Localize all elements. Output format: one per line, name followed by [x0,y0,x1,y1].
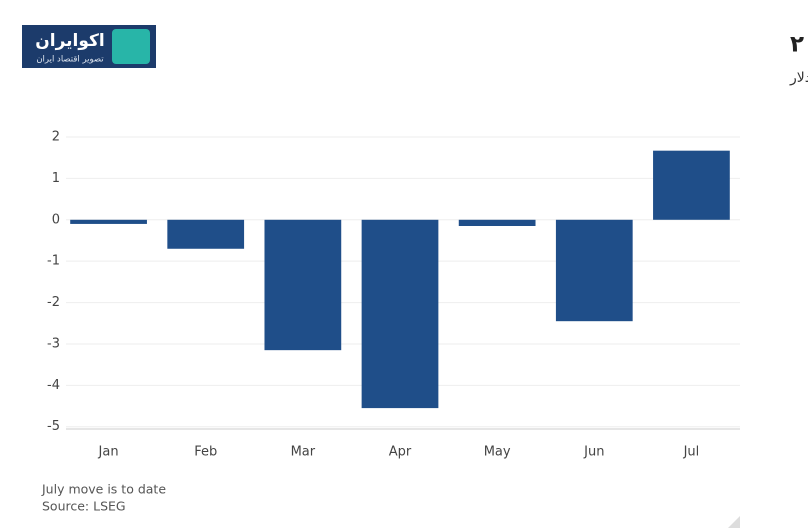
bar [555,219,633,322]
bar [361,219,439,409]
source: Source: LSEG [42,499,126,514]
x-tick-label: Apr [389,445,412,460]
y-tick-label: -2 [47,295,60,310]
y-tick-label: 0 [52,212,60,227]
chart-subtitle: تغییرات ماهانه شاخص دلار [789,70,808,86]
logo-name: اکوایران [35,31,105,51]
x-tick-label: Jul [683,445,700,460]
bar [458,219,536,226]
bar [264,219,342,351]
x-tick-label: May [484,445,511,460]
y-tick-label: -3 [47,336,60,351]
x-tick-label: Jun [583,445,604,460]
chart-title: دلار آمریکا در مسیر اولین افزایش ماهانه … [790,29,808,58]
x-tick-label: Mar [291,445,316,460]
bar [653,150,730,220]
note: July move is to date [41,482,166,497]
logo-tagline: تصویر اقتصاد ایران [36,55,104,65]
logo-icon [112,29,150,64]
corner-decoration [728,516,740,528]
bar [167,219,245,249]
y-tick-label: 2 [52,130,60,145]
bar [70,219,147,224]
y-tick-label: -4 [47,378,60,393]
y-tick-label: -5 [47,419,60,434]
y-tick-label: 1 [52,171,60,186]
x-tick-label: Jan [98,445,119,460]
y-tick-label: -1 [47,254,60,269]
x-tick-label: Feb [194,445,217,460]
